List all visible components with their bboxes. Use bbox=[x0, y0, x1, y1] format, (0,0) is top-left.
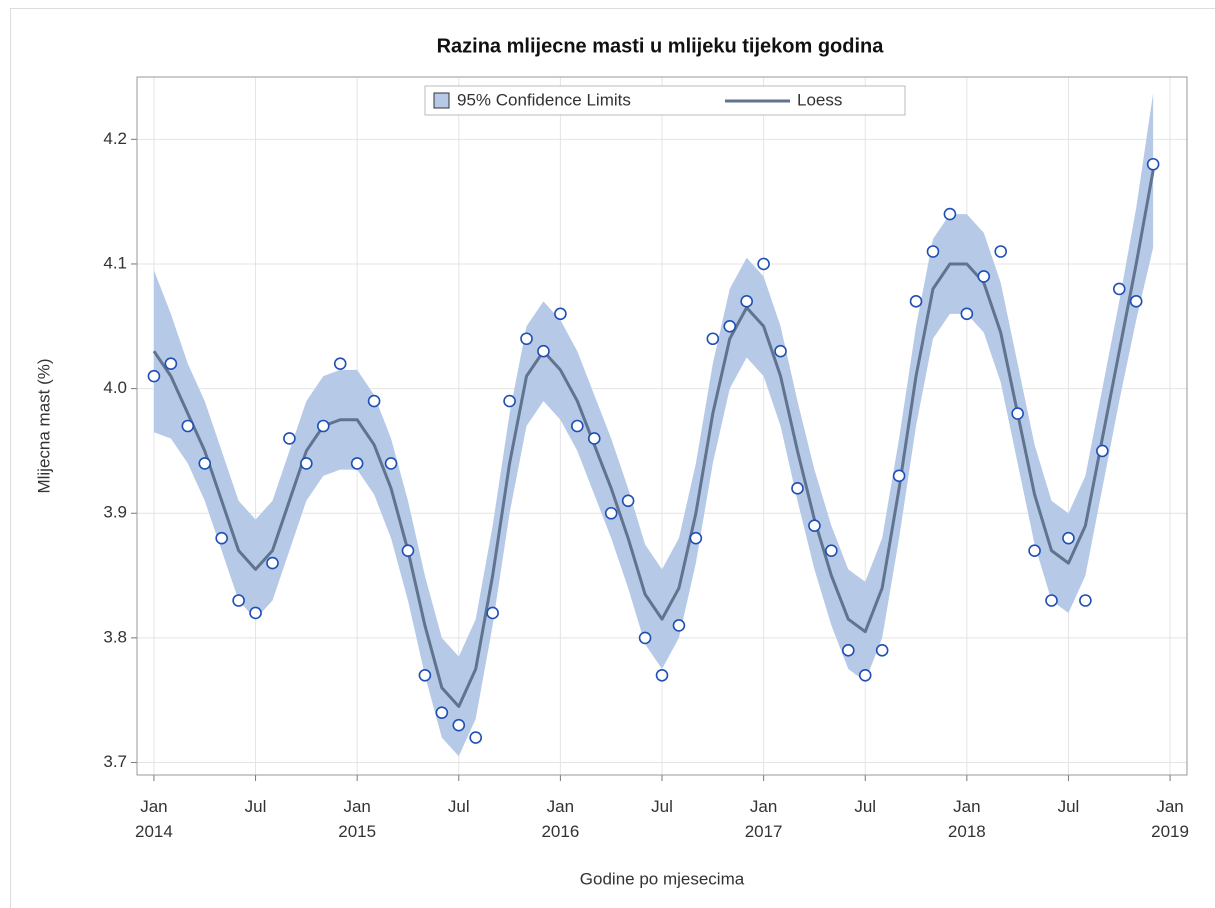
data-point bbox=[537, 344, 550, 358]
y-tick-label: 4.2 bbox=[103, 129, 127, 148]
data-point bbox=[300, 457, 313, 470]
y-tick-label: 3.9 bbox=[103, 503, 127, 522]
x-tick-label: Jul bbox=[448, 797, 470, 816]
data-point bbox=[486, 606, 499, 620]
data-point bbox=[418, 668, 432, 682]
data-point bbox=[655, 668, 669, 682]
chart-title: Razina mlijecne masti u mlijeku tijekom … bbox=[437, 35, 885, 57]
data-point bbox=[367, 394, 381, 408]
plot-frame bbox=[136, 76, 1188, 776]
confidence-band bbox=[153, 93, 1154, 757]
data-point bbox=[503, 394, 516, 408]
data-point bbox=[909, 295, 923, 308]
legend: 95% Confidence Limits Loess bbox=[424, 85, 906, 116]
x-tick-label: Jan 2019 bbox=[1151, 797, 1189, 841]
y-tick-label: 4.0 bbox=[103, 378, 127, 397]
data-point bbox=[825, 544, 838, 557]
x-tick-label: Jul bbox=[1058, 797, 1080, 816]
data-point bbox=[1079, 594, 1092, 607]
data-point bbox=[401, 544, 415, 557]
y-tick-label: 4.1 bbox=[103, 253, 127, 272]
x-axis-label: Godine po mjesecima bbox=[580, 869, 745, 888]
data-point bbox=[571, 419, 584, 433]
legend-swatch bbox=[433, 92, 450, 109]
data-point bbox=[469, 731, 483, 744]
data-point bbox=[181, 419, 195, 433]
data-point bbox=[638, 631, 652, 645]
data-point bbox=[198, 457, 212, 470]
data-point bbox=[977, 270, 991, 283]
data-point bbox=[943, 207, 957, 221]
x-tick-label: Jul bbox=[651, 797, 673, 816]
data-point bbox=[1011, 407, 1024, 420]
data-point bbox=[604, 506, 618, 520]
data-point bbox=[316, 419, 330, 433]
legend-label: 95% Confidence Limits bbox=[457, 90, 631, 109]
data-point bbox=[232, 594, 245, 607]
data-point bbox=[723, 319, 737, 333]
x-tick-label: Jul bbox=[854, 797, 876, 816]
data-point bbox=[266, 556, 279, 570]
data-point bbox=[689, 531, 703, 545]
data-point bbox=[672, 619, 686, 632]
x-tick-label: Jan 2014 bbox=[135, 797, 173, 841]
data-point bbox=[808, 519, 821, 533]
data-point bbox=[994, 245, 1008, 258]
data-point bbox=[926, 245, 940, 258]
data-point bbox=[147, 369, 161, 383]
data-point bbox=[350, 457, 364, 470]
data-point bbox=[384, 457, 398, 470]
data-point bbox=[960, 307, 974, 321]
data-point bbox=[791, 482, 804, 495]
data-point bbox=[706, 332, 720, 346]
legend-label: Loess bbox=[797, 90, 842, 109]
data-point bbox=[1062, 531, 1075, 545]
data-point bbox=[841, 644, 855, 657]
data-point bbox=[621, 494, 635, 508]
data-point bbox=[858, 668, 872, 682]
x-tick-label: Jan 2016 bbox=[541, 797, 579, 841]
data-point bbox=[892, 469, 906, 483]
outer-frame bbox=[10, 8, 1215, 908]
data-point bbox=[1146, 157, 1160, 171]
data-point bbox=[249, 606, 262, 620]
data-point bbox=[215, 531, 228, 545]
data-point bbox=[520, 332, 533, 346]
data-point bbox=[1096, 444, 1109, 458]
data-point bbox=[283, 432, 296, 445]
data-point bbox=[587, 432, 601, 445]
data-point bbox=[435, 706, 449, 719]
data-point bbox=[554, 307, 567, 321]
data-point bbox=[740, 295, 753, 308]
y-tick-label: 3.8 bbox=[103, 627, 127, 646]
data-point bbox=[1129, 295, 1143, 308]
data-point bbox=[1028, 544, 1041, 557]
data-point bbox=[452, 718, 466, 732]
data-point bbox=[875, 644, 889, 657]
x-tick-label: Jan 2015 bbox=[338, 797, 376, 841]
y-tick-label: 3.7 bbox=[103, 752, 127, 771]
data-point bbox=[164, 357, 178, 370]
data-point bbox=[774, 344, 787, 358]
x-tick-label: Jan 2017 bbox=[745, 797, 783, 841]
data-point bbox=[1112, 282, 1126, 296]
x-tick-label: Jan 2018 bbox=[948, 797, 986, 841]
data-point bbox=[1045, 594, 1058, 607]
y-axis-label: Mlijecna mast (%) bbox=[34, 358, 53, 493]
x-tick-label: Jul bbox=[245, 797, 267, 816]
data-point bbox=[333, 357, 347, 370]
legend-box bbox=[424, 85, 906, 116]
data-point bbox=[757, 257, 770, 271]
